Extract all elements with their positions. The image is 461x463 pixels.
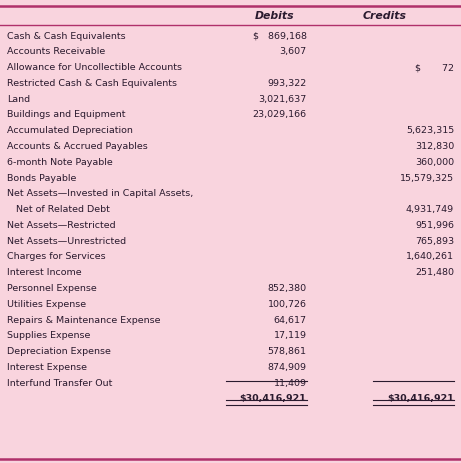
- Text: 312,830: 312,830: [415, 142, 454, 150]
- Text: Net Assets—Unrestricted: Net Assets—Unrestricted: [7, 236, 126, 245]
- Text: Debits: Debits: [254, 11, 294, 21]
- Text: 17,119: 17,119: [273, 331, 307, 339]
- Text: Net of Related Debt: Net of Related Debt: [7, 205, 110, 213]
- Text: $30,416,921: $30,416,921: [387, 394, 454, 402]
- Text: 11,409: 11,409: [273, 378, 307, 387]
- Text: 360,000: 360,000: [415, 157, 454, 166]
- Text: Credits: Credits: [363, 11, 407, 21]
- Text: Depreciation Expense: Depreciation Expense: [7, 346, 111, 355]
- Text: 1,640,261: 1,640,261: [406, 252, 454, 261]
- Text: 5,623,315: 5,623,315: [406, 126, 454, 135]
- Text: 23,029,166: 23,029,166: [253, 110, 307, 119]
- Text: Personnel Expense: Personnel Expense: [7, 283, 97, 292]
- Text: Interest Income: Interest Income: [7, 268, 82, 276]
- Text: Bonds Payable: Bonds Payable: [7, 173, 76, 182]
- Text: 993,322: 993,322: [267, 79, 307, 88]
- Text: Restricted Cash & Cash Equivalents: Restricted Cash & Cash Equivalents: [7, 79, 177, 88]
- Text: 64,617: 64,617: [273, 315, 307, 324]
- Text: $   869,168: $ 869,168: [253, 31, 307, 40]
- Text: 3,607: 3,607: [279, 47, 307, 56]
- Text: 578,861: 578,861: [267, 346, 307, 355]
- Text: Cash & Cash Equivalents: Cash & Cash Equivalents: [7, 31, 125, 40]
- Text: $30,416,921: $30,416,921: [240, 394, 307, 402]
- Text: Supplies Expense: Supplies Expense: [7, 331, 90, 339]
- Text: Net Assets—Restricted: Net Assets—Restricted: [7, 220, 116, 229]
- Text: Allowance for Uncollectible Accounts: Allowance for Uncollectible Accounts: [7, 63, 182, 72]
- Text: 251,480: 251,480: [415, 268, 454, 276]
- Text: Charges for Services: Charges for Services: [7, 252, 106, 261]
- Text: Buildings and Equipment: Buildings and Equipment: [7, 110, 125, 119]
- Text: 15,579,325: 15,579,325: [400, 173, 454, 182]
- Text: Utilities Expense: Utilities Expense: [7, 299, 86, 308]
- Text: 6-month Note Payable: 6-month Note Payable: [7, 157, 112, 166]
- Text: $       72: $ 72: [415, 63, 454, 72]
- Text: Interest Expense: Interest Expense: [7, 362, 87, 371]
- Text: Accounts Receivable: Accounts Receivable: [7, 47, 105, 56]
- Text: 3,021,637: 3,021,637: [258, 94, 307, 103]
- Text: 951,996: 951,996: [415, 220, 454, 229]
- Text: 874,909: 874,909: [267, 362, 307, 371]
- Text: 4,931,749: 4,931,749: [406, 205, 454, 213]
- Text: 852,380: 852,380: [267, 283, 307, 292]
- Text: Accounts & Accrued Payables: Accounts & Accrued Payables: [7, 142, 148, 150]
- Text: 765,893: 765,893: [415, 236, 454, 245]
- Text: Land: Land: [7, 94, 30, 103]
- Text: Interfund Transfer Out: Interfund Transfer Out: [7, 378, 112, 387]
- Text: Net Assets—Invested in Capital Assets,: Net Assets—Invested in Capital Assets,: [7, 189, 193, 198]
- Text: Repairs & Maintenance Expense: Repairs & Maintenance Expense: [7, 315, 160, 324]
- Text: 100,726: 100,726: [267, 299, 307, 308]
- Text: Accumulated Depreciation: Accumulated Depreciation: [7, 126, 133, 135]
